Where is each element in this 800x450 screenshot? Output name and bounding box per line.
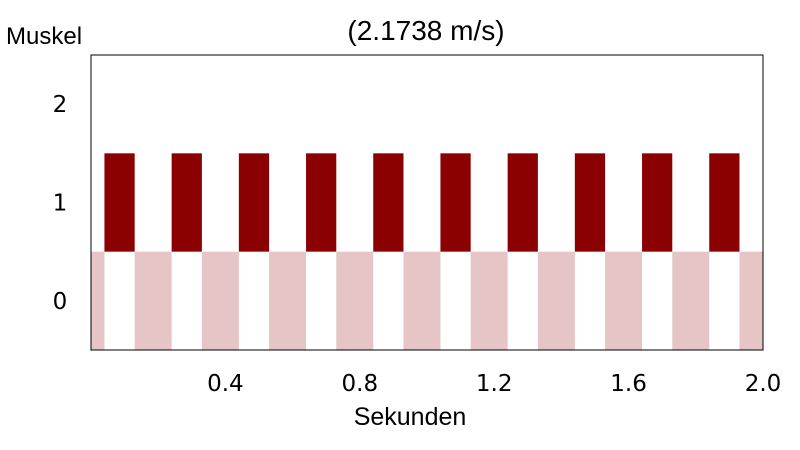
activation-bar-muscle-1-2 [238, 153, 270, 252]
activation-bar-muscle-1-1 [171, 153, 202, 252]
activation-bar-muscle-0-10 [739, 251, 763, 350]
y-axis-label: Muskel [6, 23, 82, 50]
activation-bar-muscle-0-5 [403, 251, 441, 350]
chart-title: (2.1738 m/s) [347, 15, 504, 46]
activation-bar-muscle-0-9 [672, 251, 710, 350]
x-axis-label: Sekunden [354, 403, 467, 431]
x-tick-label-3: 1.6 [610, 371, 647, 397]
activation-bar-muscle-0-1 [134, 251, 172, 350]
y-tick-label-1: 1 [53, 191, 68, 217]
x-tick-label-1: 0.8 [342, 371, 379, 397]
activation-bar-muscle-0-7 [537, 251, 575, 350]
activation-bar-muscle-0-3 [269, 251, 307, 350]
x-tick-labels: 0.4 0.8 1.2 1.6 2.0 [207, 371, 781, 397]
x-tick-label-4: 2.0 [745, 371, 782, 397]
plot-frame [90, 54, 764, 351]
y-tick-label-2: 2 [53, 92, 68, 118]
activation-bar-muscle-1-4 [373, 153, 404, 252]
x-tick-label-0: 0.4 [207, 371, 244, 397]
y-tick-label-0: 0 [53, 289, 68, 315]
activation-bar-muscle-1-3 [306, 153, 337, 252]
activation-bar-muscle-1-6 [507, 153, 538, 252]
activation-bar-muscle-1-9 [709, 153, 740, 252]
activation-bar-muscle-1-0 [104, 153, 135, 252]
activation-bar-muscle-0-2 [201, 251, 239, 350]
bars-group [91, 153, 763, 350]
activation-bar-muscle-0-4 [336, 251, 374, 350]
x-tick-label-2: 1.2 [476, 371, 513, 397]
activation-bar-muscle-0-8 [605, 251, 643, 350]
activation-bar-muscle-1-8 [642, 153, 673, 252]
activation-bar-muscle-1-7 [574, 153, 606, 252]
y-tick-labels: 0 1 2 [53, 92, 68, 315]
activation-bar-muscle-1-5 [440, 153, 471, 252]
activation-bar-muscle-0-6 [470, 251, 508, 350]
activation-bar-muscle-0-0 [91, 251, 105, 350]
